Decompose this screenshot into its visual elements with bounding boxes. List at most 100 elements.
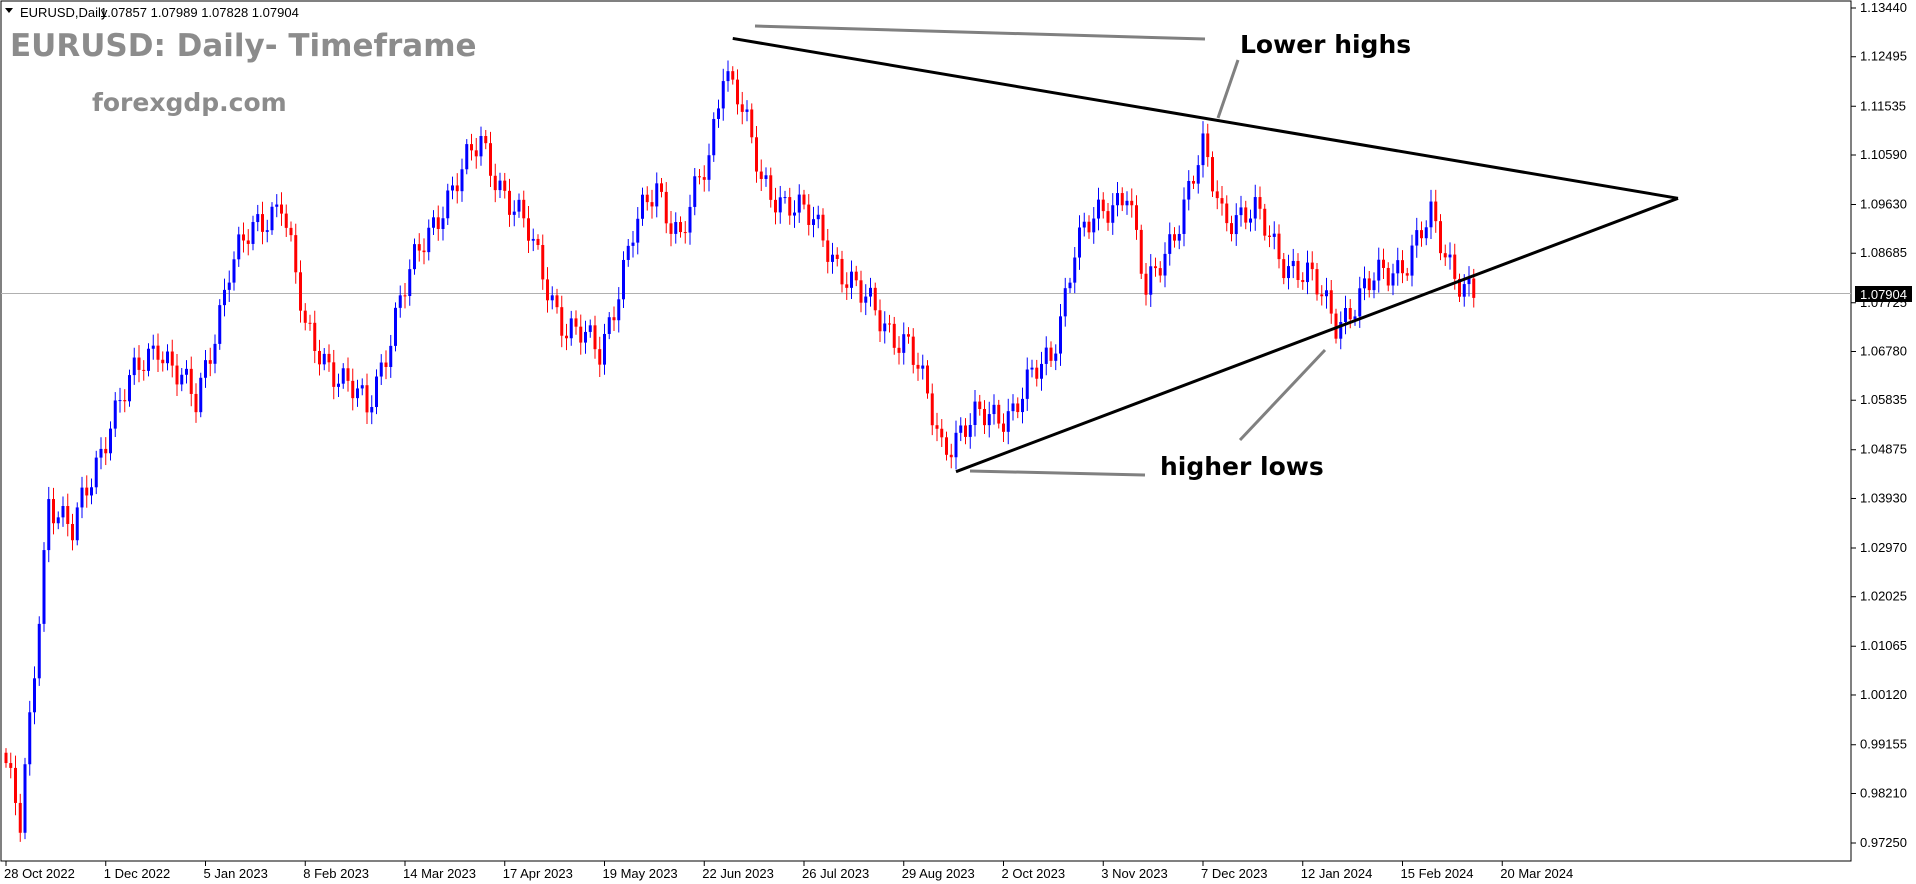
x-tick-label: 14 Mar 2023 [403,866,476,881]
candle-body [1244,207,1248,223]
candle-body [641,194,644,219]
candle-body [208,360,212,364]
candle-body [878,310,882,332]
candle-body [769,175,773,200]
y-tick-label: 0.97250 [1860,835,1907,850]
candle-body [1258,197,1262,209]
candle-body [531,238,535,241]
higher-lows-pointer [1238,348,1327,442]
candle-body [398,295,402,308]
symbol-dropdown-icon[interactable] [5,8,13,13]
candle-body [778,197,782,213]
candle-body [1225,203,1229,224]
candle-body [1130,200,1134,206]
candle-body [1277,233,1281,260]
candle-body [1310,262,1314,270]
candle-body [916,364,920,369]
candle-body [213,343,217,364]
candle-body [1111,205,1115,223]
candle-body [455,185,459,192]
candle-body [1396,260,1400,274]
candle-body [42,550,46,624]
candle-body [964,425,967,437]
y-tick-label: 1.03930 [1860,490,1907,505]
candle-body [1268,235,1271,237]
candle-body [351,380,355,399]
candle-body [1016,403,1020,413]
candle-body [365,385,369,413]
candle-body [930,393,934,426]
candle-body [1429,201,1433,228]
candle-body [1187,180,1191,200]
candle-body [123,400,127,402]
candle-body [80,487,84,508]
candle-body [1334,313,1338,339]
candle-body [655,183,659,207]
candle-body [360,385,364,389]
candle-body [902,334,906,353]
candle-body [1344,308,1347,322]
candle-body [1363,278,1366,289]
candle-body [721,81,725,109]
candle-body [1472,278,1476,298]
candle-body [104,448,108,454]
site-watermark: forexgdp.com [92,88,287,117]
candle-body [945,437,948,455]
candle-body [175,365,179,385]
candle-body [470,144,473,151]
candle-body [185,368,188,375]
x-tick-label: 12 Jan 2024 [1301,866,1373,881]
candle-body [1059,316,1062,354]
candle-body [1439,221,1442,254]
x-tick-label: 7 Dec 2023 [1201,866,1268,881]
candle-body [460,169,464,192]
candle-body [218,305,222,344]
candle-body [356,388,359,399]
candle-body [926,365,929,394]
candle-body [664,191,668,224]
candle-body [47,499,51,551]
candle-body [170,351,174,366]
candle-body [522,199,526,219]
candle-body [1087,221,1091,233]
candle-body [137,357,141,370]
candle-body [987,414,991,426]
candle-body [1049,347,1053,361]
candle-body [631,242,635,246]
candle-body [1149,266,1153,295]
candle-body [289,227,293,236]
candle-body [1453,254,1457,279]
candle-body [151,345,155,349]
candle-body [850,271,853,288]
lower-highs-label: Lower highs [1240,30,1411,59]
current-price-tag [1855,286,1912,302]
candle-body [1372,280,1376,291]
candle-body [612,317,616,321]
candle-body [1002,423,1005,432]
current-price-label: 1.07904 [1860,287,1907,302]
y-tick-label: 1.04875 [1860,442,1907,457]
candle-body [626,245,630,260]
x-tick-label: 19 May 2023 [603,866,678,881]
candle-body [484,136,488,144]
candle-body [593,325,597,350]
candle-body [1415,230,1419,246]
candle-body [503,180,507,191]
candle-body [940,428,944,438]
candle-body [1249,218,1252,223]
candle-body [332,362,336,387]
candle-body [113,400,117,429]
candle-body [251,222,255,244]
candle-body [574,318,578,327]
candle-body [731,71,735,80]
candle-body [446,190,450,219]
candle-body [489,143,492,176]
x-tick-label: 5 Jan 2023 [204,866,268,881]
candle-body [1158,268,1162,276]
candle-body [403,295,407,297]
candle-body [1011,403,1015,412]
candle-body [636,218,640,243]
candle-body [1006,411,1010,432]
candle-body [1301,279,1305,283]
